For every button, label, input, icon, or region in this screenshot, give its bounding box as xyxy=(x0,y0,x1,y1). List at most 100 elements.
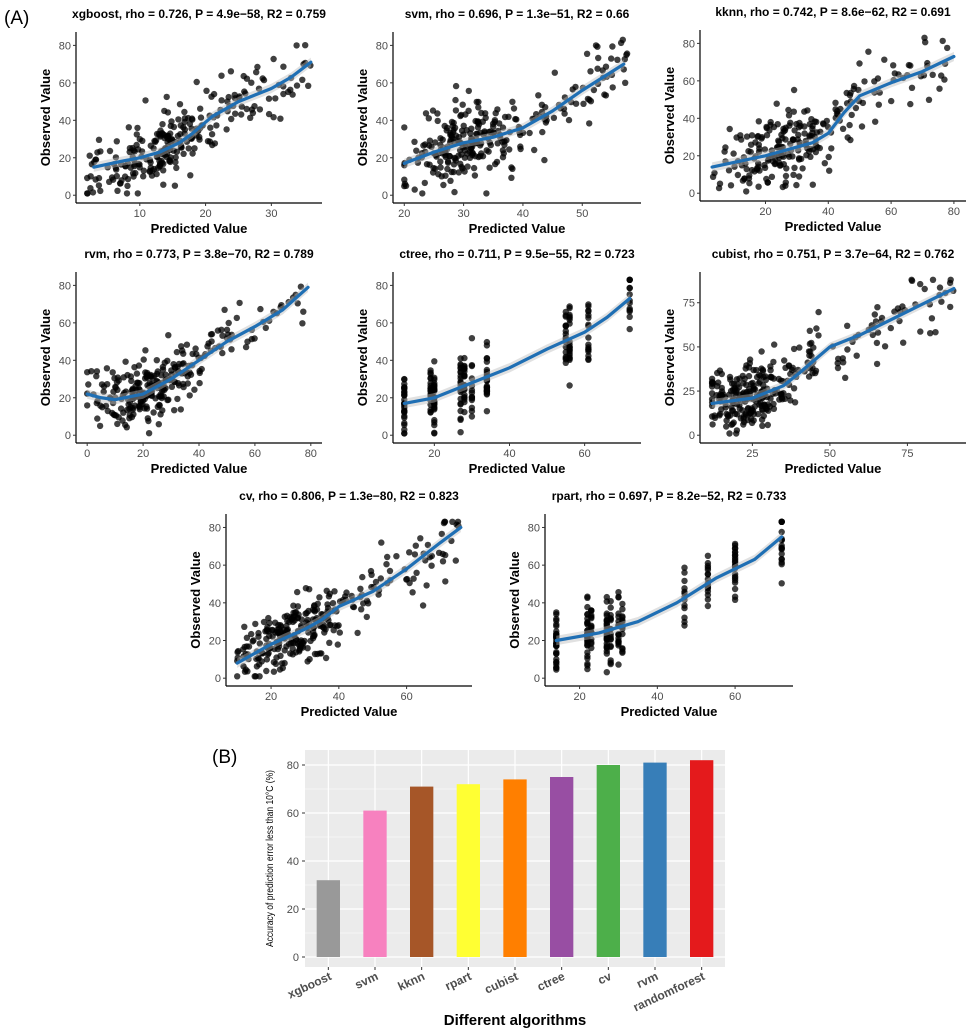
data-point xyxy=(197,114,205,121)
data-point xyxy=(325,593,333,600)
data-point xyxy=(196,136,203,143)
data-point xyxy=(755,183,762,190)
data-point xyxy=(572,100,580,107)
data-point xyxy=(874,304,881,311)
y-tick-label: 40 xyxy=(59,115,71,127)
data-point xyxy=(734,171,742,179)
data-point xyxy=(372,578,380,586)
data-point xyxy=(817,128,824,135)
data-point xyxy=(297,283,305,290)
x-tick-label: rvm xyxy=(634,969,660,991)
data-point xyxy=(748,132,756,139)
data-point xyxy=(401,421,408,428)
data-point xyxy=(423,582,430,589)
data-point xyxy=(231,95,239,102)
data-point xyxy=(336,629,343,636)
data-point xyxy=(508,164,515,171)
data-point xyxy=(240,72,247,80)
data-point xyxy=(584,665,591,673)
data-point xyxy=(626,291,633,298)
data-point xyxy=(726,373,734,381)
data-point xyxy=(778,528,785,536)
x-axis-label: Predicted Value xyxy=(785,219,882,234)
data-point xyxy=(587,98,595,105)
data-point xyxy=(321,629,328,636)
y-axis-label: Observed Value xyxy=(662,309,677,407)
smooth-line xyxy=(554,535,784,643)
data-point xyxy=(821,160,828,167)
data-point xyxy=(815,332,822,339)
data-point xyxy=(756,145,763,152)
data-point xyxy=(218,97,225,104)
x-tick-label: cv xyxy=(596,969,614,987)
data-point xyxy=(826,167,833,174)
data-point xyxy=(594,43,601,50)
data-point xyxy=(526,129,533,137)
data-point xyxy=(790,136,797,144)
y-tick-label: 80 xyxy=(376,40,388,52)
data-point xyxy=(294,300,301,307)
data-point xyxy=(401,176,408,183)
confidence-band xyxy=(404,59,624,169)
data-point xyxy=(159,386,167,393)
data-point xyxy=(427,375,434,382)
data-point xyxy=(726,430,733,437)
data-point xyxy=(174,395,181,403)
data-point xyxy=(790,171,797,178)
data-point xyxy=(102,402,110,410)
data-point xyxy=(350,603,358,611)
y-tick-label: 60 xyxy=(376,78,388,90)
scatter-panel: ctree, rho = 0.711, P = 9.5e−55, R2 = 0.… xyxy=(355,247,641,476)
data-point xyxy=(773,144,781,151)
data-point xyxy=(437,164,444,171)
y-tick-label: 60 xyxy=(287,808,299,820)
data-point xyxy=(783,165,790,172)
y-axis-label: Accuracy of prediction error less than 1… xyxy=(264,770,275,947)
y-tick-label: 80 xyxy=(683,38,695,50)
data-point xyxy=(746,180,753,187)
data-point xyxy=(457,407,464,415)
data-point xyxy=(716,410,724,418)
data-point xyxy=(168,383,176,390)
data-point xyxy=(168,367,175,374)
data-point xyxy=(572,83,579,91)
data-point xyxy=(444,124,451,132)
data-point xyxy=(755,160,762,167)
data-point xyxy=(585,352,592,360)
data-point xyxy=(128,387,136,394)
data-point xyxy=(192,345,199,352)
data-point xyxy=(124,371,131,379)
data-point xyxy=(124,175,132,183)
data-point xyxy=(300,308,307,315)
data-point xyxy=(289,639,297,647)
data-point xyxy=(106,147,114,155)
data-point xyxy=(161,107,168,115)
data-point xyxy=(234,673,241,680)
x-tick-label: 20 xyxy=(265,691,277,703)
data-point xyxy=(442,150,449,157)
bar-xgboost xyxy=(316,880,340,957)
data-point xyxy=(437,141,444,149)
data-point xyxy=(238,103,245,110)
data-point xyxy=(257,305,264,313)
data-point xyxy=(550,114,558,122)
data-point xyxy=(302,42,309,49)
data-point xyxy=(262,324,269,332)
data-point xyxy=(457,429,464,436)
data-point xyxy=(762,376,769,384)
data-point xyxy=(269,626,276,634)
data-point xyxy=(97,402,104,409)
data-point xyxy=(781,357,788,364)
data-point xyxy=(291,613,298,620)
y-tick-label: 20 xyxy=(59,393,71,405)
data-point xyxy=(779,378,787,385)
data-point xyxy=(401,124,408,131)
data-point xyxy=(109,369,116,376)
data-point xyxy=(232,110,239,117)
data-point xyxy=(753,166,761,173)
y-axis-label: Observed Value xyxy=(507,551,522,649)
data-point xyxy=(929,71,936,79)
data-point xyxy=(716,367,724,374)
data-point xyxy=(872,318,880,325)
data-point xyxy=(452,132,460,139)
